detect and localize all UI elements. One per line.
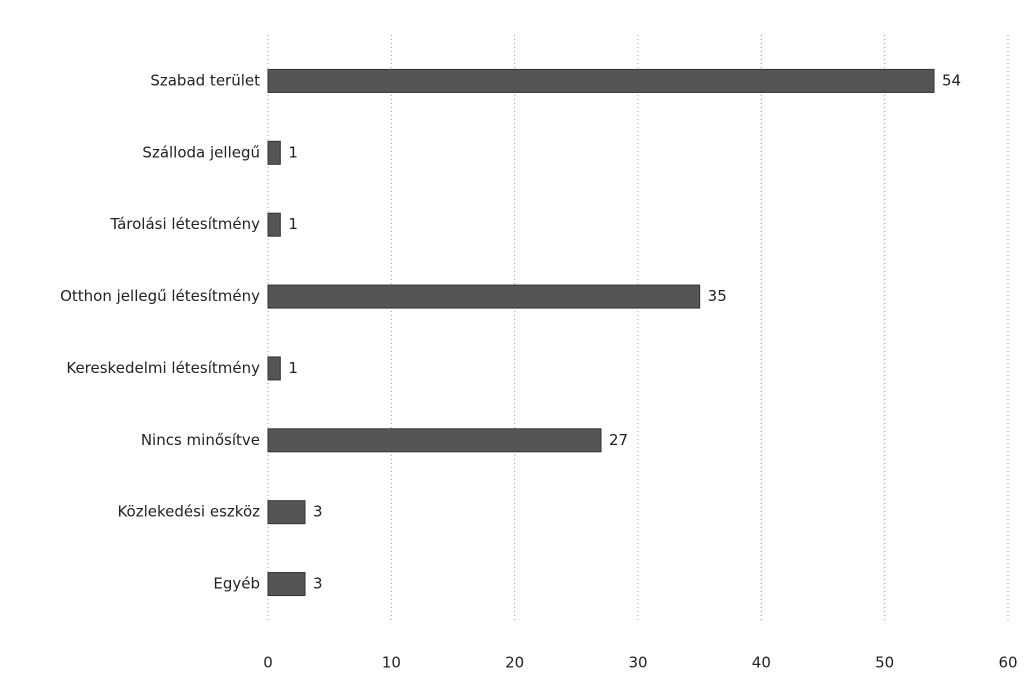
data-label: 1	[288, 215, 298, 233]
x-tick-label: 20	[505, 654, 524, 672]
bar	[267, 68, 935, 93]
bar	[267, 428, 602, 453]
y-tick-label: Egyéb	[213, 575, 260, 593]
x-tick-label: 50	[875, 654, 894, 672]
y-tick-label: Szálloda jellegű	[142, 143, 260, 161]
data-label: 54	[942, 71, 961, 89]
data-label: 35	[708, 287, 727, 305]
y-tick-label: Kereskedelmi létesítmény	[66, 359, 260, 377]
x-tick-label: 10	[382, 654, 401, 672]
y-tick-label: Tárolási létesítmény	[109, 215, 260, 233]
bar	[267, 356, 281, 381]
data-label: 1	[288, 143, 298, 161]
x-tick-label: 0	[263, 654, 273, 672]
data-label: 3	[313, 575, 323, 593]
bar	[267, 500, 306, 525]
x-tick-label: 30	[628, 654, 647, 672]
bar	[267, 572, 306, 597]
bar	[267, 140, 281, 165]
y-tick-label: Otthon jellegű létesítmény	[60, 287, 260, 305]
x-tick-label: 40	[752, 654, 771, 672]
y-tick-label: Nincs minősítve	[141, 431, 260, 449]
data-label: 1	[288, 359, 298, 377]
data-label: 27	[609, 431, 628, 449]
bar	[267, 212, 281, 237]
x-tick-label: 60	[998, 654, 1017, 672]
y-tick-label: Szabad terület	[150, 71, 260, 89]
bar	[267, 284, 701, 309]
y-tick-label: Közlekedési eszköz	[117, 503, 260, 521]
data-label: 3	[313, 503, 323, 521]
